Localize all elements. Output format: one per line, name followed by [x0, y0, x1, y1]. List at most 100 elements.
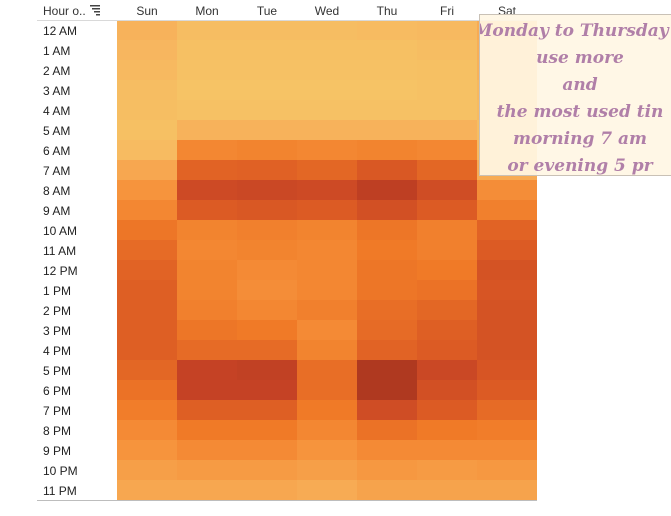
heatmap-cell-tue-10am[interactable] — [237, 220, 297, 240]
heatmap-cell-tue-1pm[interactable] — [237, 280, 297, 300]
heatmap-cell-fri-8pm[interactable] — [417, 420, 477, 440]
heatmap-cell-thu-12pm[interactable] — [357, 260, 417, 280]
heatmap-cell-sun-3am[interactable] — [117, 80, 177, 100]
heatmap-cell-wed-7pm[interactable] — [297, 400, 357, 420]
heatmap-cell-fri-1pm[interactable] — [417, 280, 477, 300]
heatmap-cell-wed-7am[interactable] — [297, 160, 357, 180]
heatmap-cell-wed-5am[interactable] — [297, 120, 357, 140]
heatmap-cell-wed-10am[interactable] — [297, 220, 357, 240]
heatmap-cell-fri-6pm[interactable] — [417, 380, 477, 400]
heatmap-cell-tue-11pm[interactable] — [237, 480, 297, 500]
heatmap-cell-fri-5pm[interactable] — [417, 360, 477, 380]
heatmap-cell-sun-2am[interactable] — [117, 60, 177, 80]
heatmap-cell-thu-7am[interactable] — [357, 160, 417, 180]
heatmap-cell-wed-3pm[interactable] — [297, 320, 357, 340]
heatmap-cell-sun-5am[interactable] — [117, 120, 177, 140]
heatmap-cell-sun-3pm[interactable] — [117, 320, 177, 340]
heatmap-cell-sat-6pm[interactable] — [477, 380, 537, 400]
heatmap-cell-sun-10pm[interactable] — [117, 460, 177, 480]
heatmap-cell-mon-1pm[interactable] — [177, 280, 237, 300]
heatmap-cell-tue-3am[interactable] — [237, 80, 297, 100]
heatmap-cell-sun-4am[interactable] — [117, 100, 177, 120]
heatmap-cell-wed-4pm[interactable] — [297, 340, 357, 360]
heatmap-cell-fri-8am[interactable] — [417, 180, 477, 200]
heatmap-cell-tue-12pm[interactable] — [237, 260, 297, 280]
heatmap-cell-mon-6pm[interactable] — [177, 380, 237, 400]
heatmap-cell-sat-11am[interactable] — [477, 240, 537, 260]
heatmap-cell-tue-9pm[interactable] — [237, 440, 297, 460]
heatmap-cell-sat-5pm[interactable] — [477, 360, 537, 380]
heatmap-cell-thu-3am[interactable] — [357, 80, 417, 100]
heatmap-cell-thu-5pm[interactable] — [357, 360, 417, 380]
heatmap-cell-fri-11am[interactable] — [417, 240, 477, 260]
heatmap-cell-fri-12am[interactable] — [417, 20, 477, 40]
heatmap-cell-mon-9pm[interactable] — [177, 440, 237, 460]
heatmap-cell-sat-3pm[interactable] — [477, 320, 537, 340]
heatmap-cell-sun-8am[interactable] — [117, 180, 177, 200]
heatmap-cell-fri-10pm[interactable] — [417, 460, 477, 480]
heatmap-cell-sun-9am[interactable] — [117, 200, 177, 220]
heatmap-cell-tue-2am[interactable] — [237, 60, 297, 80]
heatmap-cell-thu-5am[interactable] — [357, 120, 417, 140]
heatmap-cell-sun-1am[interactable] — [117, 40, 177, 60]
heatmap-cell-mon-12am[interactable] — [177, 20, 237, 40]
heatmap-cell-sun-7pm[interactable] — [117, 400, 177, 420]
heatmap-cell-fri-5am[interactable] — [417, 120, 477, 140]
heatmap-cell-sat-12pm[interactable] — [477, 260, 537, 280]
heatmap-cell-tue-2pm[interactable] — [237, 300, 297, 320]
heatmap-cell-sun-6pm[interactable] — [117, 380, 177, 400]
heatmap-cell-tue-8am[interactable] — [237, 180, 297, 200]
heatmap-cell-sun-12am[interactable] — [117, 20, 177, 40]
heatmap-cell-sat-1pm[interactable] — [477, 280, 537, 300]
heatmap-cell-tue-8pm[interactable] — [237, 420, 297, 440]
heatmap-cell-fri-7am[interactable] — [417, 160, 477, 180]
heatmap-cell-mon-4am[interactable] — [177, 100, 237, 120]
heatmap-cell-tue-12am[interactable] — [237, 20, 297, 40]
heatmap-cell-wed-6pm[interactable] — [297, 380, 357, 400]
heatmap-cell-thu-1pm[interactable] — [357, 280, 417, 300]
heatmap-cell-mon-7am[interactable] — [177, 160, 237, 180]
heatmap-cell-mon-6am[interactable] — [177, 140, 237, 160]
heatmap-cell-mon-3pm[interactable] — [177, 320, 237, 340]
heatmap-cell-fri-10am[interactable] — [417, 220, 477, 240]
heatmap-cell-sun-9pm[interactable] — [117, 440, 177, 460]
heatmap-cell-mon-10am[interactable] — [177, 220, 237, 240]
heatmap-cell-tue-6pm[interactable] — [237, 380, 297, 400]
heatmap-cell-thu-10pm[interactable] — [357, 460, 417, 480]
heatmap-cell-fri-2pm[interactable] — [417, 300, 477, 320]
heatmap-cell-sun-8pm[interactable] — [117, 420, 177, 440]
heatmap-cell-tue-3pm[interactable] — [237, 320, 297, 340]
heatmap-cell-thu-2pm[interactable] — [357, 300, 417, 320]
sort-descending-icon[interactable] — [90, 5, 100, 16]
heatmap-cell-wed-11pm[interactable] — [297, 480, 357, 500]
heatmap-cell-sat-2pm[interactable] — [477, 300, 537, 320]
heatmap-cell-thu-12am[interactable] — [357, 20, 417, 40]
heatmap-cell-wed-9pm[interactable] — [297, 440, 357, 460]
heatmap-cell-fri-6am[interactable] — [417, 140, 477, 160]
heatmap-cell-sun-1pm[interactable] — [117, 280, 177, 300]
heatmap-cell-wed-6am[interactable] — [297, 140, 357, 160]
heatmap-cell-thu-4am[interactable] — [357, 100, 417, 120]
heatmap-cell-mon-7pm[interactable] — [177, 400, 237, 420]
heatmap-cell-mon-11pm[interactable] — [177, 480, 237, 500]
heatmap-cell-wed-8pm[interactable] — [297, 420, 357, 440]
heatmap-cell-sat-9am[interactable] — [477, 200, 537, 220]
heatmap-cell-thu-2am[interactable] — [357, 60, 417, 80]
heatmap-cell-wed-4am[interactable] — [297, 100, 357, 120]
heatmap-cell-fri-9am[interactable] — [417, 200, 477, 220]
heatmap-cell-wed-12pm[interactable] — [297, 260, 357, 280]
heatmap-cell-fri-11pm[interactable] — [417, 480, 477, 500]
heatmap-cell-sun-11am[interactable] — [117, 240, 177, 260]
heatmap-cell-mon-10pm[interactable] — [177, 460, 237, 480]
heatmap-cell-wed-9am[interactable] — [297, 200, 357, 220]
heatmap-cell-wed-1pm[interactable] — [297, 280, 357, 300]
heatmap-cell-mon-2am[interactable] — [177, 60, 237, 80]
heatmap-cell-sun-7am[interactable] — [117, 160, 177, 180]
heatmap-cell-tue-7pm[interactable] — [237, 400, 297, 420]
heatmap-cell-sun-12pm[interactable] — [117, 260, 177, 280]
heatmap-cell-tue-1am[interactable] — [237, 40, 297, 60]
heatmap-cell-sat-8pm[interactable] — [477, 420, 537, 440]
heatmap-cell-tue-5am[interactable] — [237, 120, 297, 140]
heatmap-cell-fri-4am[interactable] — [417, 100, 477, 120]
heatmap-cell-tue-4pm[interactable] — [237, 340, 297, 360]
